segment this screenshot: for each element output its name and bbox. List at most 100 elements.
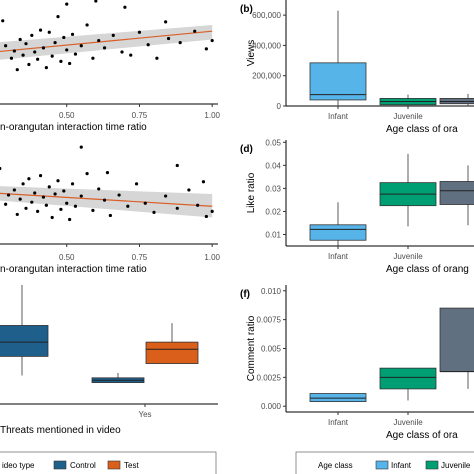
data-point-a bbox=[129, 53, 133, 57]
data-point-a bbox=[38, 28, 43, 32]
data-point-a bbox=[94, 0, 98, 3]
data-point-a bbox=[59, 59, 63, 63]
data-point-c bbox=[143, 201, 147, 205]
data-point-a bbox=[21, 53, 25, 57]
data-point-c bbox=[70, 182, 75, 186]
y-tick-label-f: 0.005 bbox=[261, 345, 282, 354]
y-tick-label-f: 0.0025 bbox=[257, 373, 282, 382]
panel-label-b: (b) bbox=[240, 4, 253, 15]
data-point-c bbox=[187, 188, 191, 192]
y-tick-label-b: 400,000 bbox=[252, 41, 281, 50]
box-e bbox=[145, 341, 199, 364]
data-point-c bbox=[175, 163, 179, 168]
data-point-c bbox=[210, 209, 214, 213]
data-point-a bbox=[44, 66, 48, 70]
data-point-a bbox=[111, 33, 115, 37]
data-point-a bbox=[12, 49, 16, 53]
box-f bbox=[439, 307, 474, 372]
data-point-c bbox=[36, 209, 40, 213]
data-point-a bbox=[9, 56, 14, 60]
data-point-c bbox=[68, 217, 72, 222]
y-tick-label-d: 0.05 bbox=[265, 138, 281, 147]
x-tick-label-e: Yes bbox=[138, 410, 151, 419]
legend-label-f: Infant bbox=[391, 461, 412, 470]
x-tick-label-a: 0.75 bbox=[132, 111, 148, 120]
data-point-a bbox=[166, 36, 171, 41]
x-tick-label-c: 1.00 bbox=[204, 253, 220, 262]
x-tick-label-a: 0.50 bbox=[59, 111, 75, 120]
panel-label-d: (d) bbox=[240, 144, 253, 155]
data-point-a bbox=[137, 30, 142, 34]
data-point-a bbox=[15, 68, 19, 72]
legend-key-e bbox=[107, 460, 121, 470]
data-point-c bbox=[18, 197, 22, 201]
legend-key-f bbox=[425, 460, 439, 470]
data-point-a bbox=[18, 37, 22, 42]
x-axis-label-c: n-orangutan interaction time ratio bbox=[0, 264, 147, 275]
data-point-a bbox=[85, 23, 89, 27]
x-axis-label-a: n-orangutan interaction time ratio bbox=[0, 122, 147, 133]
y-tick-label-f: 0.000 bbox=[261, 402, 282, 411]
data-point-c bbox=[164, 194, 168, 198]
data-point-a bbox=[178, 41, 182, 45]
x-tick-label-f: Infant bbox=[328, 418, 349, 427]
x-tick-label-c: 0.50 bbox=[59, 253, 75, 262]
data-point-c bbox=[105, 171, 110, 175]
data-point-c bbox=[201, 180, 206, 184]
data-point-c bbox=[21, 182, 25, 186]
data-point-a bbox=[50, 54, 54, 58]
y-tick-label-b: 200,000 bbox=[252, 72, 281, 81]
data-point-c bbox=[0, 166, 2, 171]
y-axis-label-b: Views bbox=[246, 40, 257, 67]
data-point-a bbox=[123, 5, 127, 9]
x-tick-label-f: Juvenile bbox=[393, 418, 423, 427]
data-point-a bbox=[27, 62, 31, 67]
data-point-a bbox=[164, 20, 168, 24]
data-point-c bbox=[65, 201, 69, 205]
data-point-a bbox=[70, 32, 75, 36]
y-axis-label-f: Comment ratio bbox=[246, 315, 257, 381]
data-point-c bbox=[79, 145, 83, 149]
box-d bbox=[309, 224, 367, 241]
data-point-a bbox=[97, 38, 101, 43]
data-point-a bbox=[56, 15, 60, 19]
data-point-c bbox=[4, 202, 8, 206]
data-point-a bbox=[33, 50, 37, 54]
data-point-a bbox=[30, 33, 34, 37]
data-point-a bbox=[120, 50, 124, 54]
data-point-a bbox=[102, 46, 107, 50]
data-point-c bbox=[12, 188, 16, 192]
y-tick-label-d: 0.02 bbox=[265, 207, 281, 216]
data-point-c bbox=[53, 192, 57, 196]
data-point-c bbox=[30, 200, 34, 204]
x-axis-label-f: Age class of ora bbox=[386, 430, 458, 441]
data-point-c bbox=[15, 212, 19, 217]
data-point-c bbox=[24, 206, 28, 210]
data-point-c bbox=[152, 210, 156, 214]
x-axis-label-e: Threats mentioned in video bbox=[0, 425, 121, 436]
data-point-c bbox=[6, 193, 11, 197]
confidence-band-c bbox=[0, 186, 213, 218]
data-point-c bbox=[44, 203, 48, 207]
data-point-c bbox=[204, 214, 208, 219]
data-point-c bbox=[196, 203, 200, 207]
data-point-c bbox=[38, 174, 43, 178]
legend-label-e: Control bbox=[70, 461, 96, 470]
data-point-a bbox=[79, 44, 83, 48]
box-e bbox=[0, 325, 49, 357]
data-point-c bbox=[56, 179, 60, 183]
box-f bbox=[379, 367, 437, 390]
y-tick-label-b: 600,000 bbox=[252, 11, 281, 20]
confidence-band-a bbox=[0, 24, 213, 60]
data-point-a bbox=[1, 19, 5, 23]
data-point-c bbox=[50, 215, 54, 220]
y-tick-label-d: 0.03 bbox=[265, 184, 281, 193]
data-point-a bbox=[65, 48, 69, 52]
y-tick-label-b: 0 bbox=[277, 102, 282, 111]
data-point-c bbox=[97, 187, 101, 191]
data-point-a bbox=[193, 29, 197, 33]
y-tick-label-d: 0.04 bbox=[265, 161, 281, 170]
data-point-a bbox=[47, 30, 51, 34]
data-point-c bbox=[108, 213, 112, 218]
data-point-a bbox=[210, 38, 214, 43]
